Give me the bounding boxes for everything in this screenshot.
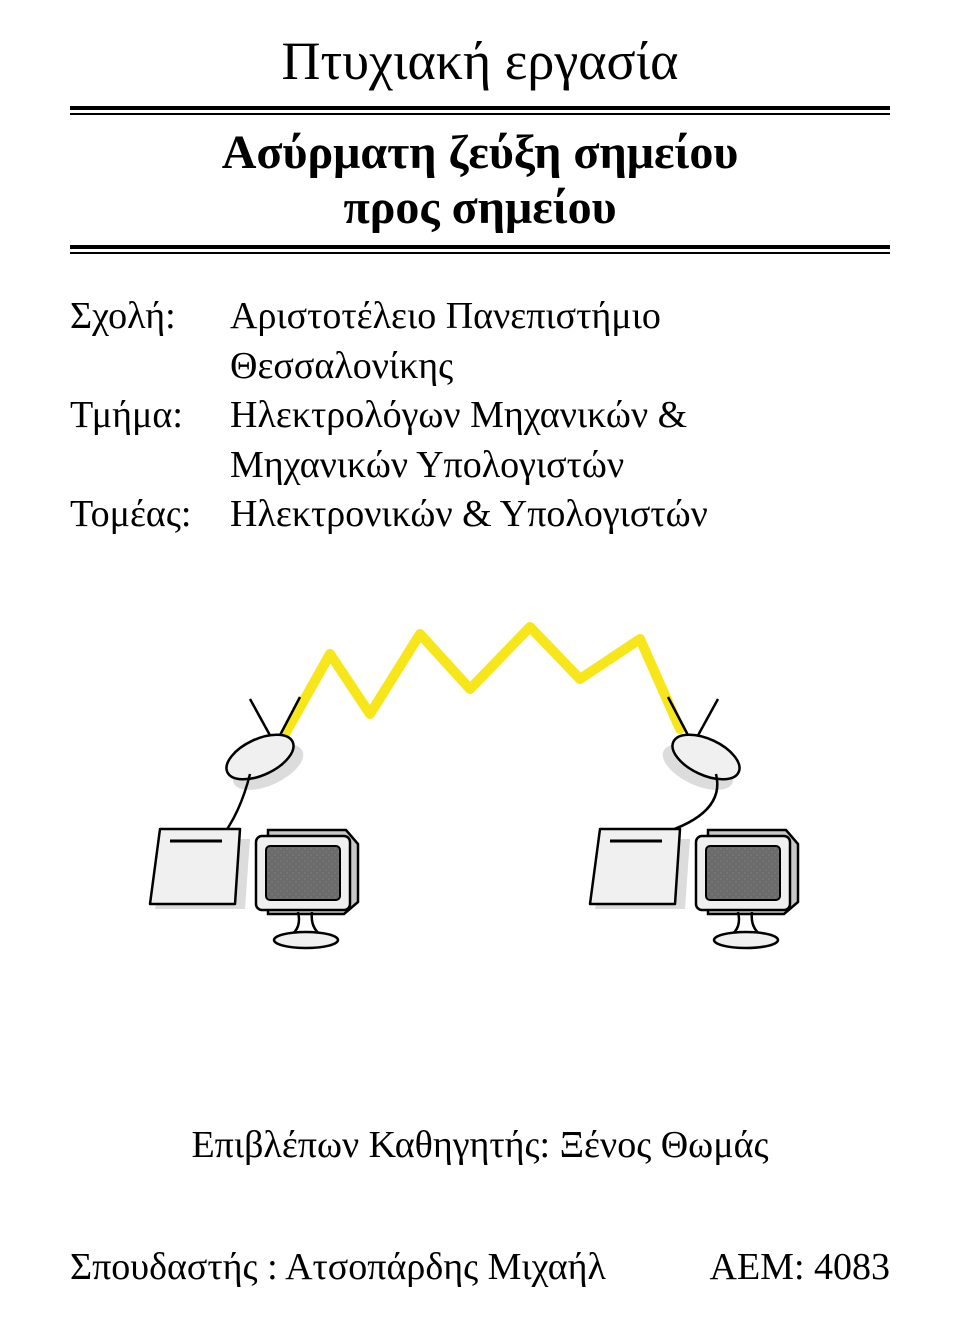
thesis-title-line2: προς σημείου — [70, 180, 890, 235]
meta-dept-label: Τμήμα: — [70, 391, 230, 440]
right-station — [590, 697, 798, 948]
meta-school-value: Αριστοτέλειο Πανεπιστήμιο Θεσσαλονίκης — [230, 292, 890, 391]
meta-dept-value: Ηλεκτρολόγων Μηχανικών & Μηχανικών Υπολο… — [230, 391, 890, 490]
metadata-block: Σχολή: Αριστοτέλειο Πανεπιστήμιο Θεσσαλο… — [70, 292, 890, 539]
bottom-double-rule — [70, 245, 890, 254]
meta-dept-line2: Μηχανικών Υπολογιστών — [230, 441, 890, 490]
meta-sector-label: Τομέας: — [70, 490, 230, 539]
thesis-title: Ασύρματη ζεύξη σημείου προς σημείου — [70, 125, 890, 235]
meta-dept-row: Τμήμα: Ηλεκτρολόγων Μηχανικών & Μηχανικώ… — [70, 391, 890, 490]
left-station — [150, 697, 358, 948]
thesis-cover-page: Πτυχιακή εργασία Ασύρματη ζεύξη σημείου … — [0, 0, 960, 1339]
thesis-title-line1: Ασύρματη ζεύξη σημείου — [70, 125, 890, 180]
meta-school-row: Σχολή: Αριστοτέλειο Πανεπιστήμιο Θεσσαλο… — [70, 292, 890, 391]
signal-arc-icon — [285, 627, 680, 734]
document-type-title: Πτυχιακή εργασία — [70, 30, 890, 92]
meta-school-label: Σχολή: — [70, 292, 230, 341]
supervisor-line: Επιβλέπων Καθηγητής: Ξένος Θωμάς — [70, 1123, 890, 1167]
illustration-container — [70, 579, 890, 959]
footer-block: Επιβλέπων Καθηγητής: Ξένος Θωμάς Σπουδασ… — [70, 1123, 890, 1289]
student-row: Σπουδαστής : Ατσοπάρδης Μιχαήλ ΑΕΜ: 4083 — [70, 1245, 890, 1289]
top-double-rule — [70, 106, 890, 115]
wireless-link-illustration — [100, 579, 860, 959]
meta-sector-value: Ηλεκτρονικών & Υπολογιστών — [230, 490, 890, 539]
meta-sector-row: Τομέας: Ηλεκτρονικών & Υπολογιστών — [70, 490, 890, 539]
student-aem: ΑΕΜ: 4083 — [710, 1245, 891, 1289]
meta-dept-line1: Ηλεκτρολόγων Μηχανικών & — [230, 391, 890, 440]
student-name: Σπουδαστής : Ατσοπάρδης Μιχαήλ — [70, 1245, 606, 1289]
